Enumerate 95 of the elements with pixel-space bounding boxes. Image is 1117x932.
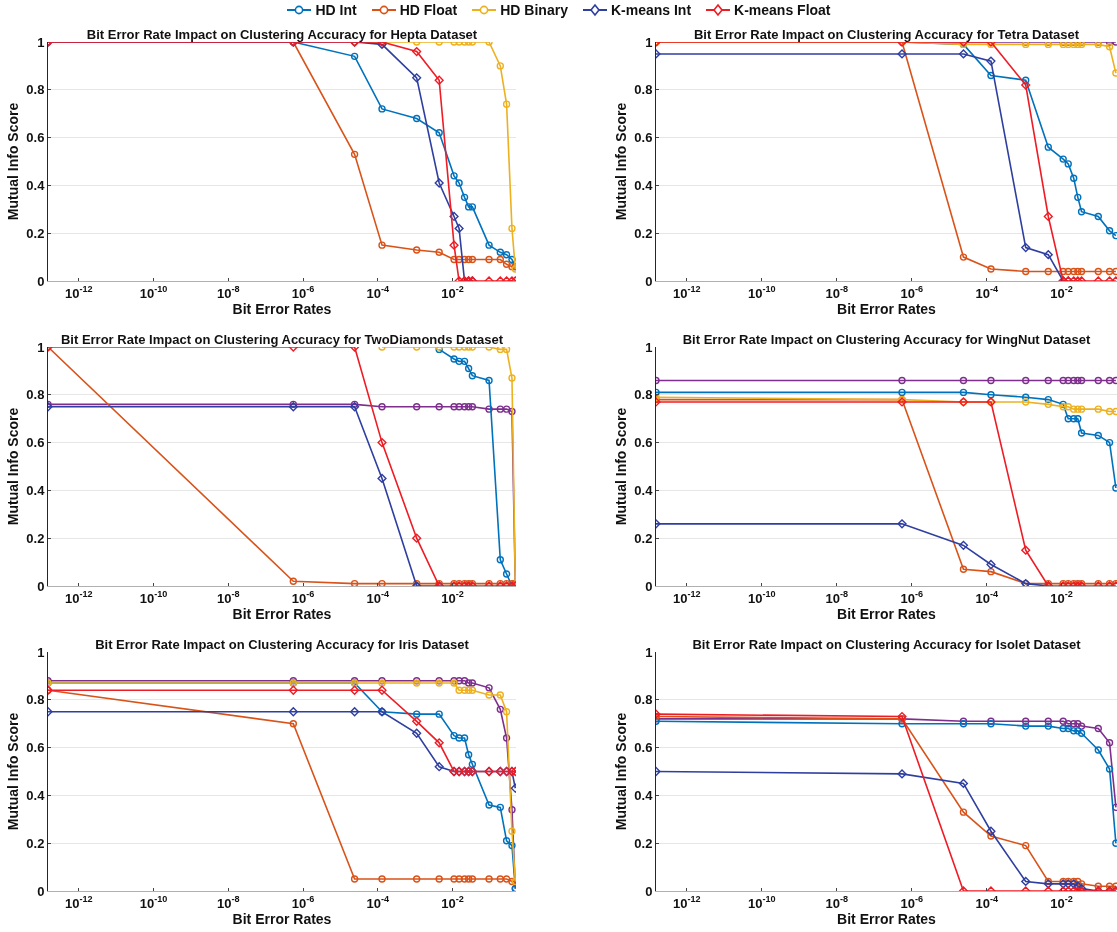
legend-label: HD Int [315, 2, 357, 18]
y-tick-label: 0.6 [634, 740, 653, 756]
x-tick-label: 10$^{-12}$ [64, 284, 93, 301]
y-tick-label: 0.8 [26, 387, 45, 403]
x-tick-label: 10$^{-4}$ [366, 894, 390, 911]
x-tick-label: 10$^{-10}$ [139, 894, 168, 911]
x-tick-label: 10$^{-4}$ [366, 284, 390, 301]
y-tick-label: 0.6 [26, 130, 45, 146]
y-tick-label: 0 [37, 578, 45, 594]
y-axis-title: Mutual Info Score [4, 407, 21, 526]
y-tick-label: 0.4 [26, 787, 46, 803]
chart-title: Bit Error Rate Impact on Clustering Accuracy for Isolet Dataset [692, 637, 1082, 652]
y-tick-label: 1 [37, 644, 45, 660]
y-tick-label: 0 [645, 883, 653, 899]
x-tick-label: 10$^{-8}$ [825, 894, 849, 911]
y-axis-title: Mutual Info Score [4, 102, 21, 221]
x-axis-title: Bit Error Rates [837, 300, 937, 317]
x-tick-label: 10$^{-8}$ [217, 284, 240, 301]
y-axis-title: Mutual Info Score [612, 102, 629, 221]
y-tick-label: 0.8 [26, 692, 45, 708]
x-tick-label: 10$^{-6}$ [900, 589, 924, 606]
x-tick-label: 10$^{-12}$ [673, 894, 701, 911]
y-tick-label: 0.6 [26, 740, 45, 756]
y-tick-label: 0.4 [26, 177, 46, 193]
x-tick-label: 10$^{-12}$ [673, 284, 701, 301]
y-tick-label: 0.2 [634, 835, 653, 851]
x-tick-label: 10$^{-10}$ [748, 894, 776, 911]
y-tick-label: 0.4 [634, 177, 654, 193]
y-tick-label: 0.4 [26, 482, 46, 498]
y-axis-title: Mutual Info Score [612, 407, 629, 526]
legend-label: K-means Int [610, 2, 692, 18]
x-tick-label: 10$^{-8}$ [217, 894, 240, 911]
legend-label: HD Float [399, 2, 458, 18]
x-tick-label: 10$^{-10}$ [748, 589, 776, 606]
x-tick-label: 10$^{-8}$ [825, 589, 849, 606]
x-tick-label: 10$^{-10}$ [748, 284, 776, 301]
y-tick-label: 1 [37, 339, 45, 355]
legend-label: K-means Float [734, 2, 831, 18]
x-tick-label: 10$^{-12}$ [673, 589, 701, 606]
x-tick-label: 10$^{-2}$ [1050, 894, 1073, 911]
chart-title: Bit Error Rate Impact on Clustering Accuracy for Hepta Dataset [86, 27, 478, 42]
y-tick-label: 0.2 [634, 530, 653, 546]
x-tick-label: 10$^{-4}$ [975, 894, 999, 911]
x-tick-label: 10$^{-12}$ [64, 589, 93, 606]
x-tick-label: 10$^{-10}$ [139, 284, 168, 301]
x-tick-label: 10$^{-6}$ [900, 284, 924, 301]
x-tick-label: 10$^{-6}$ [291, 589, 315, 606]
x-tick-label: 10$^{-6}$ [291, 284, 315, 301]
x-axis-title: Bit Error Rates [232, 910, 332, 927]
y-tick-label: 0 [645, 578, 653, 594]
x-tick-label: 10$^{-4}$ [366, 589, 390, 606]
y-tick-label: 1 [37, 34, 45, 50]
x-tick-label: 10$^{-2}$ [1050, 284, 1073, 301]
chart-title: Bit Error Rate Impact on Clustering Accuracy for Tetra Dataset [693, 27, 1080, 42]
y-axis-title: Mutual Info Score [4, 712, 21, 831]
y-tick-label: 0.2 [26, 835, 45, 851]
chart-title: Bit Error Rate Impact on Clustering Accuracy for TwoDiamonds Dataset [60, 332, 504, 347]
y-tick-label: 0.6 [634, 130, 653, 146]
x-tick-label: 10$^{-8}$ [825, 284, 849, 301]
y-tick-label: 0.6 [26, 435, 45, 451]
y-tick-label: 0.8 [26, 82, 45, 98]
x-tick-label: 10$^{-6}$ [291, 894, 315, 911]
x-axis-title: Bit Error Rates [232, 300, 332, 317]
legend-label: HD Binary [500, 2, 568, 18]
x-tick-label: 10$^{-6}$ [900, 894, 924, 911]
x-tick-label: 10$^{-8}$ [217, 589, 240, 606]
x-tick-label: 10$^{-10}$ [139, 589, 168, 606]
y-tick-label: 0 [645, 273, 653, 289]
chart-title: Bit Error Rate Impact on Clustering Accuracy for WingNut Dataset [682, 332, 1091, 347]
chart-title: Bit Error Rate Impact on Clustering Accuracy for Iris Dataset [95, 637, 470, 652]
y-tick-label: 0.4 [634, 482, 654, 498]
y-tick-label: 0.2 [26, 530, 45, 546]
y-tick-label: 0 [37, 883, 45, 899]
x-axis-title: Bit Error Rates [837, 605, 937, 622]
x-tick-label: 10$^{-12}$ [64, 894, 93, 911]
x-tick-label: 10$^{-2}$ [441, 284, 464, 301]
y-tick-label: 1 [645, 644, 653, 660]
y-tick-label: 0 [37, 273, 45, 289]
x-axis-title: Bit Error Rates [232, 605, 332, 622]
y-axis-title: Mutual Info Score [612, 712, 629, 831]
y-tick-label: 0.6 [634, 435, 653, 451]
y-tick-label: 0.8 [634, 82, 653, 98]
x-tick-label: 10$^{-4}$ [975, 284, 999, 301]
y-tick-label: 0.2 [634, 225, 653, 241]
y-tick-label: 0.8 [634, 387, 653, 403]
x-tick-label: 10$^{-4}$ [975, 589, 999, 606]
y-tick-label: 0.4 [634, 787, 654, 803]
y-tick-label: 1 [645, 34, 653, 50]
y-tick-label: 1 [645, 339, 653, 355]
y-tick-label: 0.8 [634, 692, 653, 708]
x-axis-title: Bit Error Rates [837, 910, 937, 927]
y-tick-label: 0.2 [26, 225, 45, 241]
x-tick-label: 10$^{-2}$ [441, 894, 464, 911]
x-tick-label: 10$^{-2}$ [441, 589, 464, 606]
x-tick-label: 10$^{-2}$ [1050, 589, 1073, 606]
